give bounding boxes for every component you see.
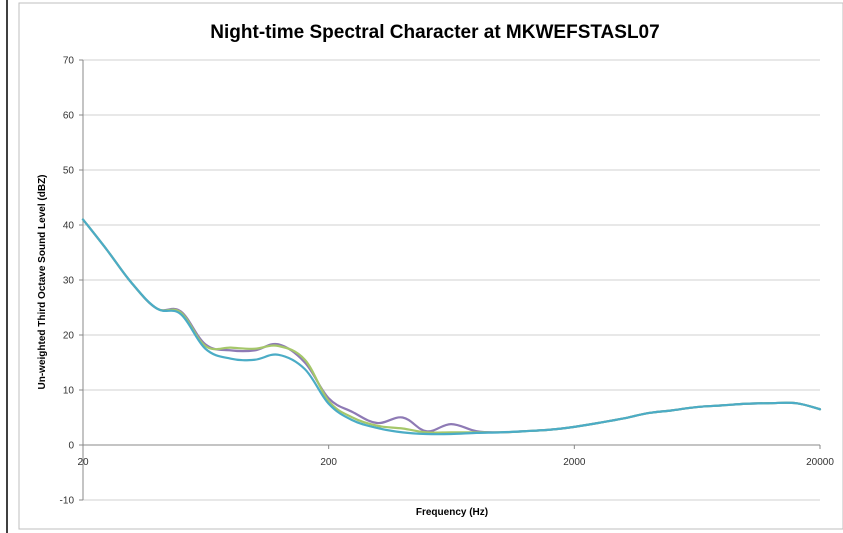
y-tick-label: 40 — [63, 221, 75, 232]
y-tick-label: 50 — [63, 166, 75, 177]
y-tick-label: 60 — [63, 111, 75, 122]
series-line-3 — [81, 218, 822, 436]
x-axis-title: Frequency (Hz) — [416, 507, 488, 518]
y-axis: 70 60 50 40 30 20 10 0 -10 — [60, 56, 84, 507]
x-tick-label: 200 — [320, 457, 337, 468]
y-tick-label: 20 — [63, 331, 75, 342]
x-axis: 20 200 2000 20000 — [77, 444, 834, 468]
chart-title: Night-time Spectral Character at MKWEFST… — [210, 22, 659, 43]
y-tick-label: 0 — [68, 441, 74, 452]
y-axis-title: Un-weighted Third Octave Sound Level (dB… — [37, 174, 48, 389]
chart-outer-border — [18, 2, 843, 530]
y-tick-label: 10 — [63, 386, 75, 397]
y-tick-label: 30 — [63, 276, 75, 287]
x-tick-label: 20000 — [806, 457, 834, 468]
plot-area — [81, 218, 822, 436]
x-tick-label: 2000 — [563, 457, 586, 468]
y-tick-label: -10 — [60, 496, 75, 507]
y-tick-label: 70 — [63, 56, 75, 67]
x-tick-label: 20 — [77, 457, 89, 468]
